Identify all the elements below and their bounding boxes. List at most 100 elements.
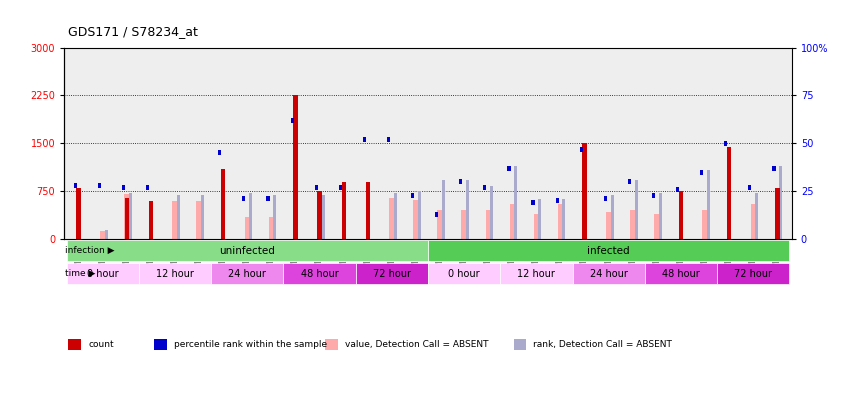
- Bar: [177, 195, 180, 199]
- Text: 24 hour: 24 hour: [590, 268, 627, 279]
- Bar: [703, 210, 708, 239]
- Bar: [534, 213, 539, 239]
- Bar: [418, 193, 421, 239]
- Bar: [318, 191, 322, 239]
- Bar: [339, 185, 342, 190]
- Bar: [201, 195, 204, 199]
- Bar: [772, 166, 776, 171]
- Bar: [122, 185, 125, 190]
- Bar: [413, 200, 419, 239]
- Bar: [290, 118, 294, 123]
- Bar: [149, 201, 153, 239]
- Bar: [634, 182, 638, 239]
- Bar: [727, 147, 731, 239]
- Bar: [658, 193, 662, 197]
- Bar: [459, 179, 462, 184]
- Bar: [146, 185, 149, 190]
- Bar: [428, 263, 500, 284]
- Bar: [700, 169, 704, 175]
- Bar: [294, 95, 298, 239]
- Bar: [442, 180, 445, 183]
- Bar: [266, 196, 270, 202]
- Bar: [221, 169, 225, 239]
- Bar: [442, 182, 445, 239]
- Bar: [466, 180, 469, 183]
- Bar: [197, 201, 202, 239]
- Bar: [172, 201, 178, 239]
- Text: 48 hour: 48 hour: [300, 268, 338, 279]
- Bar: [461, 210, 467, 239]
- Bar: [610, 197, 614, 239]
- Bar: [679, 191, 683, 239]
- Text: percentile rank within the sample: percentile rank within the sample: [174, 341, 327, 349]
- Text: 72 hour: 72 hour: [734, 268, 772, 279]
- Bar: [748, 185, 752, 190]
- Bar: [321, 197, 324, 239]
- Bar: [514, 168, 517, 239]
- Bar: [124, 194, 129, 239]
- Bar: [562, 201, 566, 239]
- Bar: [556, 198, 559, 204]
- Bar: [514, 166, 517, 170]
- Bar: [562, 199, 566, 203]
- Bar: [435, 212, 438, 217]
- Bar: [273, 197, 276, 239]
- Bar: [509, 204, 515, 239]
- Text: GDS171 / S78234_at: GDS171 / S78234_at: [68, 25, 199, 38]
- Bar: [356, 263, 428, 284]
- Bar: [645, 263, 717, 284]
- Bar: [363, 137, 366, 142]
- Bar: [658, 195, 662, 239]
- Bar: [242, 196, 246, 202]
- Text: 12 hour: 12 hour: [518, 268, 556, 279]
- Bar: [104, 230, 108, 233]
- Bar: [779, 168, 782, 239]
- Bar: [249, 195, 253, 239]
- Bar: [532, 200, 535, 205]
- Bar: [717, 263, 789, 284]
- Bar: [411, 192, 414, 198]
- Bar: [394, 193, 397, 197]
- Text: 0 hour: 0 hour: [449, 268, 480, 279]
- Bar: [342, 182, 346, 239]
- Bar: [428, 240, 789, 261]
- Bar: [387, 137, 390, 142]
- Bar: [500, 263, 573, 284]
- Bar: [580, 147, 583, 152]
- Bar: [779, 166, 782, 170]
- Bar: [128, 193, 132, 197]
- Bar: [104, 232, 108, 239]
- Bar: [366, 182, 370, 239]
- Bar: [139, 263, 211, 284]
- Bar: [538, 199, 541, 203]
- Bar: [776, 188, 780, 239]
- Bar: [775, 198, 780, 239]
- Bar: [283, 263, 356, 284]
- Bar: [724, 141, 728, 146]
- Bar: [652, 192, 655, 198]
- Bar: [606, 212, 611, 239]
- Text: rank, Detection Call = ABSENT: rank, Detection Call = ABSENT: [533, 341, 672, 349]
- Bar: [245, 217, 250, 239]
- Bar: [273, 195, 276, 199]
- Bar: [558, 204, 563, 239]
- Bar: [755, 195, 758, 239]
- Text: 72 hour: 72 hour: [373, 268, 411, 279]
- Text: 12 hour: 12 hour: [156, 268, 194, 279]
- Bar: [751, 204, 756, 239]
- Bar: [466, 182, 469, 239]
- Bar: [630, 210, 635, 239]
- Bar: [74, 183, 77, 188]
- Bar: [490, 186, 493, 189]
- Bar: [610, 195, 614, 199]
- Bar: [67, 263, 139, 284]
- Bar: [317, 217, 322, 239]
- Bar: [437, 210, 443, 239]
- Text: count: count: [88, 341, 114, 349]
- Bar: [100, 232, 105, 239]
- Bar: [394, 195, 397, 239]
- Text: infected: infected: [587, 246, 630, 256]
- Bar: [634, 180, 638, 183]
- Text: 24 hour: 24 hour: [229, 268, 266, 279]
- Bar: [490, 187, 493, 239]
